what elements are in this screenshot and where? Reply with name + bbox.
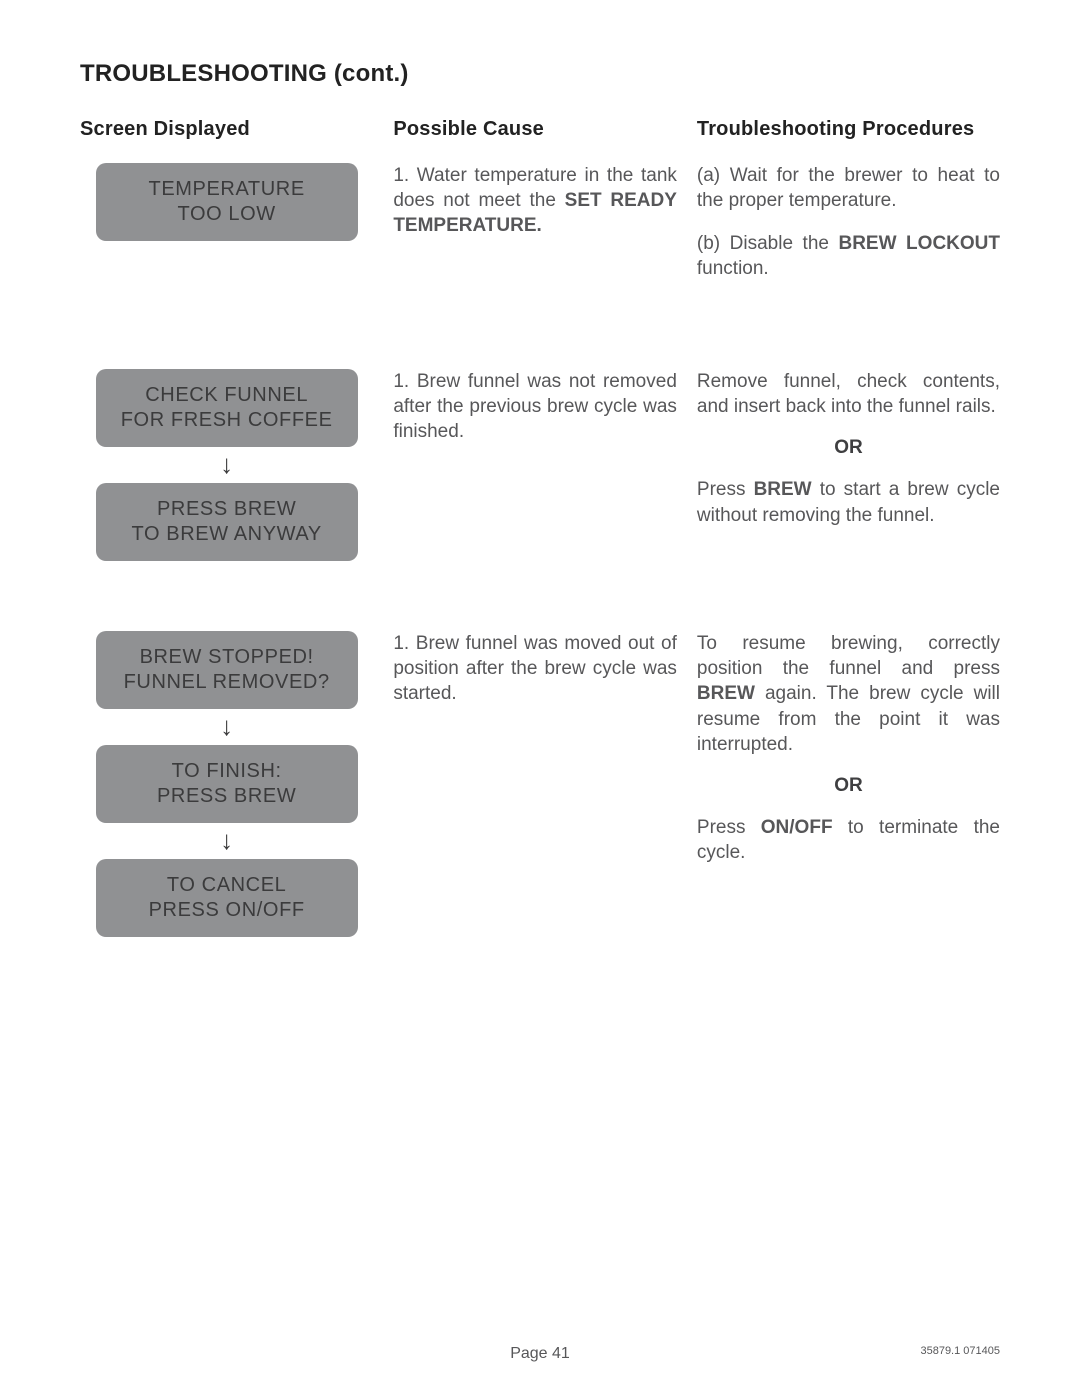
cause-text: 1. Brew funnel was moved out of position… xyxy=(393,631,677,706)
or-separator: OR xyxy=(697,437,1000,459)
lcd-line: TO FINISH: xyxy=(102,759,352,784)
lcd-screen: PRESS BREWTO BREW ANYWAY xyxy=(96,483,358,561)
page-number: Page 41 xyxy=(80,1345,1000,1363)
bold-run: BREW LOCKOUT xyxy=(838,233,1000,254)
text-run: Press xyxy=(697,817,761,838)
lcd-screen: TO CANCELPRESS ON/OFF xyxy=(96,859,358,937)
lcd-line: TOO LOW xyxy=(102,202,352,227)
text-run: Press xyxy=(697,479,754,500)
lcd-line: BREW STOPPED! xyxy=(102,645,352,670)
down-arrow-icon: ↓ xyxy=(220,451,233,477)
lcd-line: TO CANCEL xyxy=(102,873,352,898)
proc-text: (a) Wait for the brewer to heat to the p… xyxy=(697,163,1000,213)
col-header-screen: Screen Displayed xyxy=(80,118,373,141)
proc-text: To resume brewing, correctly position th… xyxy=(697,631,1000,756)
down-arrow-icon: ↓ xyxy=(220,713,233,739)
text-run: 1. Brew funnel was moved out of position… xyxy=(393,633,677,704)
text-run: function. xyxy=(697,258,769,279)
screen-stack: BREW STOPPED!FUNNEL REMOVED?↓TO FINISH:P… xyxy=(80,631,373,937)
col-header-proc: Troubleshooting Procedures xyxy=(697,118,1000,141)
cause-col: 1. Brew funnel was moved out of position… xyxy=(393,631,677,937)
trouble-row: BREW STOPPED!FUNNEL REMOVED?↓TO FINISH:P… xyxy=(80,631,1000,937)
cause-text: 1. Brew funnel was not removed after the… xyxy=(393,369,677,444)
text-run: Remove funnel, check contents, and inser… xyxy=(697,371,1000,417)
lcd-line: CHECK FUNNEL xyxy=(102,383,352,408)
screen-col: BREW STOPPED!FUNNEL REMOVED?↓TO FINISH:P… xyxy=(80,631,373,937)
bold-run: BREW xyxy=(697,683,755,704)
column-headers-row: Screen Displayed Possible Cause Troubles… xyxy=(80,118,1000,163)
lcd-line: TEMPERATURE xyxy=(102,177,352,202)
text-run: To resume brewing, correctly position th… xyxy=(697,633,1000,679)
screen-stack: TEMPERATURETOO LOW xyxy=(80,163,373,241)
text-run: (b) Disable the xyxy=(697,233,839,254)
lcd-line: PRESS ON/OFF xyxy=(102,898,352,923)
text-run: 1. Brew funnel was not removed after the… xyxy=(393,371,677,442)
proc-col: To resume brewing, correctly position th… xyxy=(697,631,1000,937)
screen-col: TEMPERATURETOO LOW xyxy=(80,163,373,299)
page-footer: Page 41 35879.1 071405 xyxy=(80,1345,1000,1357)
proc-col: (a) Wait for the brewer to heat to the p… xyxy=(697,163,1000,299)
lcd-line: PRESS BREW xyxy=(102,497,352,522)
lcd-screen: CHECK FUNNELFOR FRESH COFFEE xyxy=(96,369,358,447)
screen-stack: CHECK FUNNELFOR FRESH COFFEE ↓ PRESS BREWT… xyxy=(80,369,373,561)
lcd-line: PRESS BREW xyxy=(102,784,352,809)
cause-text: 1. Water temperature in the tank does no… xyxy=(393,163,677,238)
page-title: TROUBLESHOOTING (cont.) xyxy=(80,60,1000,88)
proc-text: Press BREW to start a brew cycle without… xyxy=(697,477,1000,527)
screen-col: CHECK FUNNELFOR FRESH COFFEE ↓ PRESS BREWT… xyxy=(80,369,373,561)
bold-run: ON/OFF xyxy=(761,817,833,838)
proc-text: Remove funnel, check contents, and inser… xyxy=(697,369,1000,419)
lcd-screen: TEMPERATURETOO LOW xyxy=(96,163,358,241)
rows-container: TEMPERATURETOO LOW 1. Water temperature i… xyxy=(80,163,1000,937)
proc-text: (b) Disable the BREW LOCKOUT function. xyxy=(697,231,1000,281)
page: TROUBLESHOOTING (cont.) Screen Displayed… xyxy=(0,0,1080,1397)
bold-run: BREW xyxy=(754,479,812,500)
lcd-line: TO BREW ANYWAY xyxy=(102,522,352,547)
proc-col: Remove funnel, check contents, and inser… xyxy=(697,369,1000,561)
text-run: (a) Wait for the brewer to heat to the p… xyxy=(697,165,1000,211)
lcd-line: FOR FRESH COFFEE xyxy=(102,408,352,433)
lcd-line: FUNNEL REMOVED? xyxy=(102,670,352,695)
lcd-screen: TO FINISH:PRESS BREW xyxy=(96,745,358,823)
proc-text: Press ON/OFF to terminate the cycle. xyxy=(697,815,1000,865)
cause-col: 1. Water temperature in the tank does no… xyxy=(393,163,677,299)
trouble-row: CHECK FUNNELFOR FRESH COFFEE ↓ PRESS BREWT… xyxy=(80,369,1000,561)
down-arrow-icon: ↓ xyxy=(220,827,233,853)
or-separator: OR xyxy=(697,775,1000,797)
lcd-screen: BREW STOPPED!FUNNEL REMOVED? xyxy=(96,631,358,709)
trouble-row: TEMPERATURETOO LOW 1. Water temperature i… xyxy=(80,163,1000,299)
cause-col: 1. Brew funnel was not removed after the… xyxy=(393,369,677,561)
col-header-cause: Possible Cause xyxy=(393,118,677,141)
